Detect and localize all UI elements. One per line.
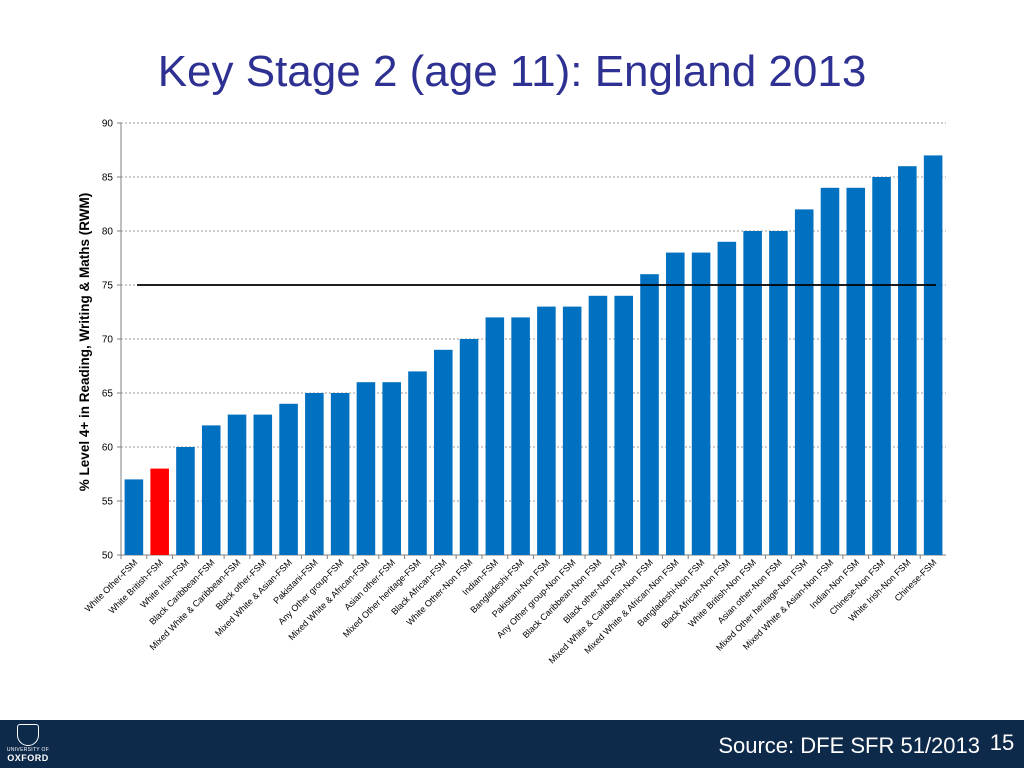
bar <box>330 393 350 555</box>
slide-title: Key Stage 2 (age 11): England 2013 <box>157 47 867 96</box>
bar <box>433 349 453 555</box>
bars <box>124 155 943 556</box>
bar <box>124 479 144 555</box>
bar <box>201 425 221 555</box>
bar <box>820 187 840 556</box>
y-tick-label: 75 <box>102 281 114 292</box>
bar <box>898 166 917 555</box>
bar <box>743 231 762 555</box>
y-tick-label: 90 <box>102 119 114 130</box>
bar <box>923 155 943 555</box>
bar <box>562 306 582 555</box>
bar <box>872 177 891 555</box>
bar <box>717 241 737 556</box>
bar <box>176 447 195 555</box>
bar <box>614 295 634 555</box>
bar <box>769 231 788 555</box>
bar <box>846 187 866 556</box>
bar <box>794 209 814 555</box>
bar <box>588 295 608 555</box>
bar <box>150 468 169 555</box>
y-axis-label: % Level 4+ in Reading, Writing & Maths (… <box>77 193 92 491</box>
y-tick-label: 55 <box>102 497 114 508</box>
bar <box>408 371 427 555</box>
bar <box>537 306 556 555</box>
bar <box>382 382 401 555</box>
bar <box>253 414 273 555</box>
bar <box>459 339 479 555</box>
logo-line-1: UNIVERSITY OF <box>6 747 50 753</box>
bar <box>227 414 247 555</box>
y-tick-label: 80 <box>102 227 114 238</box>
x-tick-label: Mixed White & African-Non FSM <box>582 557 680 655</box>
footer-bar <box>0 720 1024 768</box>
y-tick-labels: 50 55 60 65 70 75 80 85 90 <box>102 119 114 562</box>
axes <box>117 122 946 559</box>
oxford-crest-icon <box>17 724 39 746</box>
bar <box>691 252 711 555</box>
bar-chart: 50 55 60 65 70 75 80 85 90 White Other-FSMWhite … <box>77 119 946 666</box>
y-tick-label: 50 <box>102 551 114 562</box>
y-tick-label: 65 <box>102 389 114 400</box>
bar <box>356 382 376 555</box>
y-tick-label: 70 <box>102 335 114 346</box>
bar <box>511 317 530 555</box>
y-tick-label: 60 <box>102 443 114 454</box>
bar <box>279 403 298 555</box>
logo-line-2: OXFORD <box>7 753 49 763</box>
page-number: 15 <box>989 730 1015 755</box>
bar <box>640 274 659 555</box>
source-citation: Source: DFE SFR 51/2013 <box>718 733 980 758</box>
bar <box>666 252 685 555</box>
bar <box>305 393 324 555</box>
y-tick-label: 85 <box>102 173 114 184</box>
bar <box>485 317 505 555</box>
university-logo: UNIVERSITY OF OXFORD <box>4 722 52 766</box>
